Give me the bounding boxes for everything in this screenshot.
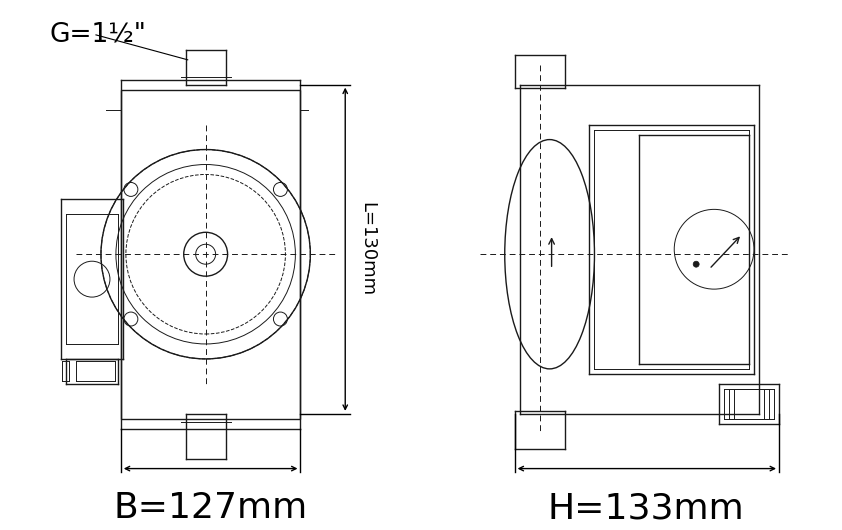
Circle shape [693,261,699,267]
Text: B=127mm: B=127mm [114,491,308,525]
Text: L=130mm: L=130mm [358,202,376,296]
Text: H=133mm: H=133mm [548,491,744,525]
Text: G=1½": G=1½" [49,22,146,48]
